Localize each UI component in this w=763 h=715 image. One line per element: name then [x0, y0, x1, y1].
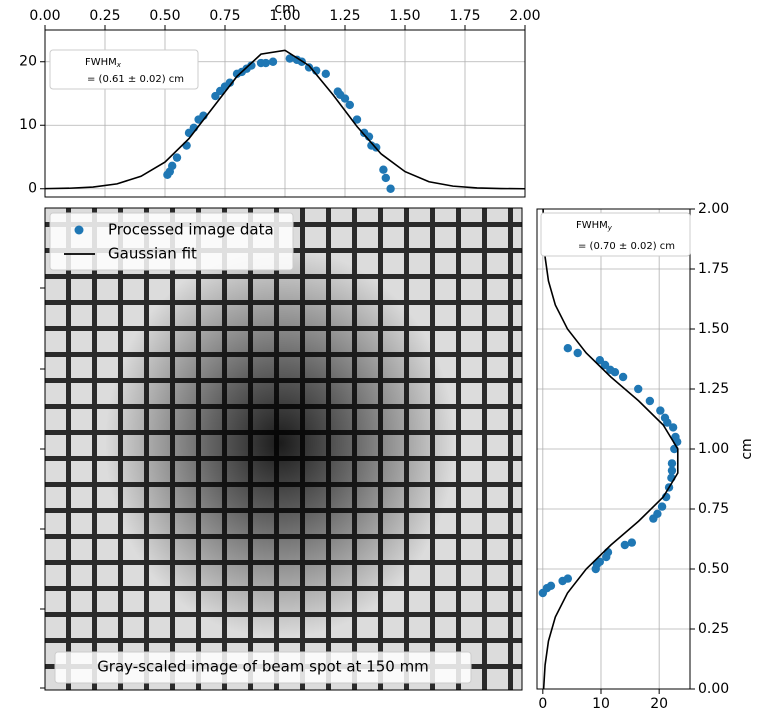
data-point	[182, 141, 191, 150]
data-point	[321, 69, 330, 79]
data-point	[168, 161, 177, 171]
annotation-text: = (0.70 ± 0.02) cm	[578, 241, 675, 252]
y-tick-label: 0.25	[698, 621, 729, 637]
data-point	[671, 432, 680, 442]
y-tick-label: 0	[28, 181, 37, 197]
x-tick-label: 0.00	[29, 8, 60, 24]
y-tick-label: 0.75	[698, 501, 729, 517]
data-point	[386, 184, 395, 193]
annotation-name: FWHM	[576, 220, 608, 231]
data-point	[379, 165, 388, 174]
x-tick-label: 1.00	[269, 8, 300, 24]
data-point	[247, 61, 256, 70]
data-point	[603, 548, 613, 557]
x-tick-label: 1.50	[389, 8, 420, 24]
y-tick-label: 1.00	[698, 441, 729, 457]
annotation-box	[49, 49, 199, 90]
data-point	[345, 100, 354, 110]
data-point	[563, 574, 573, 583]
plot-frame	[536, 208, 691, 690]
data-point	[667, 459, 677, 468]
annotation-name: FWHM	[85, 57, 117, 68]
image-caption: Gray-scaled image of beam spot at 150 mm	[97, 658, 429, 676]
data-point	[352, 115, 362, 124]
y-tick-label: 0.00	[698, 681, 729, 697]
plot-frame	[44, 29, 526, 198]
annotation-subscript: y	[607, 224, 613, 232]
data-point	[340, 94, 350, 103]
image-frame	[44, 207, 523, 691]
y-tick-label: 20	[19, 54, 37, 70]
fit-line	[44, 49, 526, 190]
y-tick-label: 10	[19, 117, 37, 133]
x-tick-label: 20	[650, 696, 668, 712]
data-point	[634, 384, 643, 394]
data-point	[573, 348, 582, 358]
data-point	[668, 423, 678, 432]
data-point	[595, 356, 605, 365]
data-point	[546, 581, 556, 590]
data-point	[627, 538, 637, 547]
y-tick-label: 1.50	[698, 321, 729, 337]
data-point	[261, 58, 270, 68]
data-point	[618, 372, 628, 382]
data-point	[225, 78, 234, 87]
data-point	[656, 406, 665, 415]
y-axis-label: cm	[739, 438, 755, 459]
x-tick-label: 2.00	[509, 8, 540, 24]
x-tick-label: 1.75	[449, 8, 480, 24]
y-tick-label: 1.75	[698, 261, 729, 277]
data-point	[620, 540, 630, 550]
annotation-label: FWHMy	[576, 220, 613, 232]
legend-marker	[74, 225, 84, 235]
data-point	[660, 413, 670, 422]
data-point	[381, 173, 390, 183]
data-point	[304, 63, 314, 72]
y-tick-label: 1.25	[698, 381, 729, 397]
data-point	[595, 557, 605, 566]
data-point	[172, 153, 182, 162]
caption-box	[54, 651, 472, 684]
fit-line	[542, 208, 679, 690]
x-tick-label: 0.25	[89, 8, 120, 24]
annotation-label: FWHMx	[85, 57, 122, 69]
legend-label: Gaussian fit	[108, 245, 197, 263]
data-point	[657, 502, 667, 511]
x-tick-label: 0.50	[149, 8, 180, 24]
annotation-box	[540, 212, 691, 257]
y-tick-label: 2.00	[698, 201, 729, 217]
legend-box	[49, 212, 294, 271]
data-point	[645, 396, 655, 406]
x-tick-label: 0.75	[209, 8, 240, 24]
data-point	[667, 466, 677, 475]
data-point	[653, 509, 662, 518]
x-tick-label: 1.25	[329, 8, 360, 24]
x-tick-label: 0	[538, 696, 547, 712]
x-tick-label: 10	[592, 696, 610, 712]
annotation-subscript: x	[116, 61, 122, 69]
data-point	[268, 57, 278, 66]
data-point	[563, 344, 573, 353]
beam-image	[45, 208, 522, 690]
x-axis-label: cm	[274, 1, 295, 17]
y-tick-label: 0.50	[698, 561, 729, 577]
annotation-text: = (0.61 ± 0.02) cm	[87, 74, 184, 85]
data-point	[285, 54, 294, 63]
legend-label: Processed image data	[108, 221, 274, 239]
